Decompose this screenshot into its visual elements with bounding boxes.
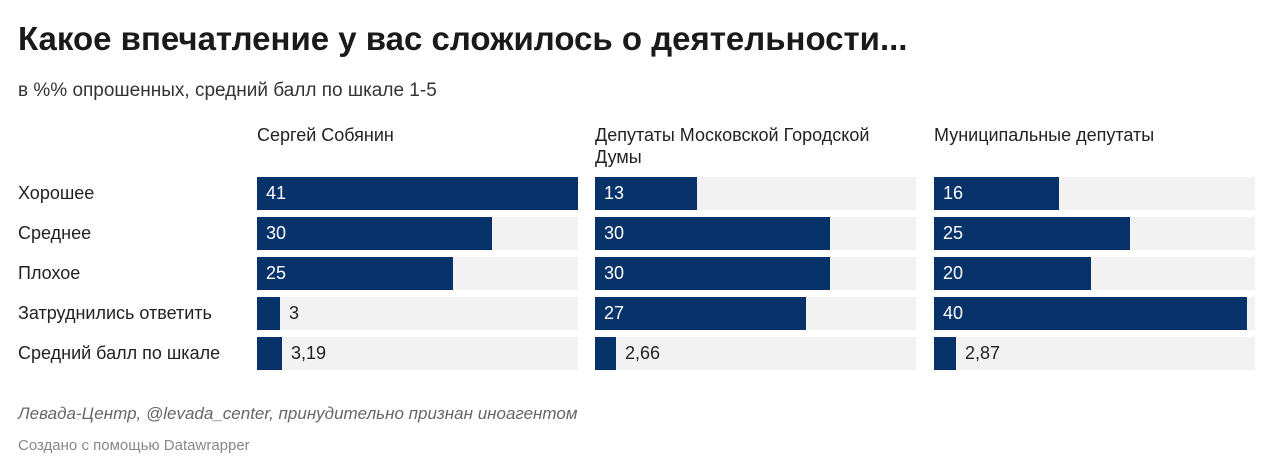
credit-note: Создано с помощью Datawrapper <box>18 437 250 454</box>
bar-track: 20 <box>934 257 1255 290</box>
bar <box>934 297 1247 330</box>
bar <box>257 217 492 250</box>
bar <box>257 297 280 330</box>
bar-track: 13 <box>595 177 916 210</box>
bar-track: 3,19 <box>257 337 578 370</box>
value-label: 30 <box>604 263 625 283</box>
panel-header: Депутаты Московской Городской Думы <box>595 125 870 167</box>
value-label: 13 <box>604 183 625 203</box>
chart-title: Какое впечатление у вас сложилось о деят… <box>18 20 908 57</box>
bar <box>934 177 1059 210</box>
bar <box>595 337 616 370</box>
value-label: 25 <box>266 263 287 283</box>
bar <box>934 257 1091 290</box>
row-label: Средний балл по шкале <box>18 343 221 363</box>
bar-track: 16 <box>934 177 1255 210</box>
bar <box>595 177 697 210</box>
value-label: 2,66 <box>625 343 661 363</box>
bar <box>934 337 956 370</box>
panel-header: Сергей Собянин <box>257 125 394 145</box>
value-label: 2,87 <box>965 343 1001 363</box>
row-label: Хорошее <box>18 183 95 203</box>
row-label: Плохое <box>18 263 81 283</box>
bar <box>257 257 453 290</box>
value-label: 27 <box>604 303 625 323</box>
bar-track: 30 <box>257 217 578 250</box>
bar-track: 2,87 <box>934 337 1255 370</box>
bar-track: 40 <box>934 297 1255 330</box>
bar-track: 30 <box>595 217 916 250</box>
bar-track: 30 <box>595 257 916 290</box>
panel-header: Муниципальные депутаты <box>934 125 1155 145</box>
value-label: 25 <box>943 223 964 243</box>
source-note: Левада-Центр, @levada_center, принудител… <box>18 404 578 423</box>
bar-track: 3 <box>257 297 578 330</box>
bar-track: 25 <box>257 257 578 290</box>
value-label: 20 <box>943 263 964 283</box>
value-label: 40 <box>943 303 964 323</box>
bar-track: 41 <box>257 177 578 210</box>
bar-track: 25 <box>934 217 1255 250</box>
bar <box>595 257 830 290</box>
row-label: Затруднились ответить <box>18 303 212 323</box>
value-label: 3 <box>289 303 300 323</box>
bar <box>257 177 578 210</box>
value-label: 16 <box>943 183 964 203</box>
value-label: 41 <box>266 183 287 203</box>
bar <box>595 297 806 330</box>
value-label: 30 <box>604 223 625 243</box>
bar <box>934 217 1130 250</box>
bar-track: 27 <box>595 297 916 330</box>
bar <box>257 337 282 370</box>
value-label: 3,19 <box>291 343 327 363</box>
chart-subtitle: в %% опрошенных, средний балл по шкале 1… <box>18 80 437 101</box>
bar-track: 2,66 <box>595 337 916 370</box>
row-label: Среднее <box>18 223 92 243</box>
bar <box>595 217 830 250</box>
value-label: 30 <box>266 223 287 243</box>
